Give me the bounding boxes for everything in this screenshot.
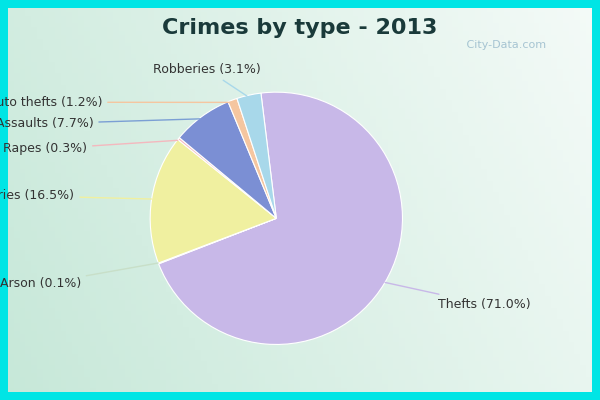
Text: Assaults (7.7%): Assaults (7.7%) — [0, 117, 200, 130]
Wedge shape — [150, 140, 277, 263]
Text: Thefts (71.0%): Thefts (71.0%) — [385, 282, 530, 310]
Text: City-Data.com: City-Data.com — [463, 40, 546, 50]
Text: Rapes (0.3%): Rapes (0.3%) — [3, 140, 178, 156]
Text: Arson (0.1%): Arson (0.1%) — [0, 263, 158, 290]
Text: Crimes by type - 2013: Crimes by type - 2013 — [163, 18, 437, 38]
Wedge shape — [158, 92, 403, 344]
Text: Burglaries (16.5%): Burglaries (16.5%) — [0, 189, 151, 202]
Text: Auto thefts (1.2%): Auto thefts (1.2%) — [0, 96, 230, 109]
Wedge shape — [158, 218, 277, 264]
Wedge shape — [237, 93, 277, 218]
Text: Robberies (3.1%): Robberies (3.1%) — [153, 63, 261, 96]
Wedge shape — [179, 102, 277, 218]
Wedge shape — [228, 98, 277, 218]
Wedge shape — [178, 138, 277, 218]
